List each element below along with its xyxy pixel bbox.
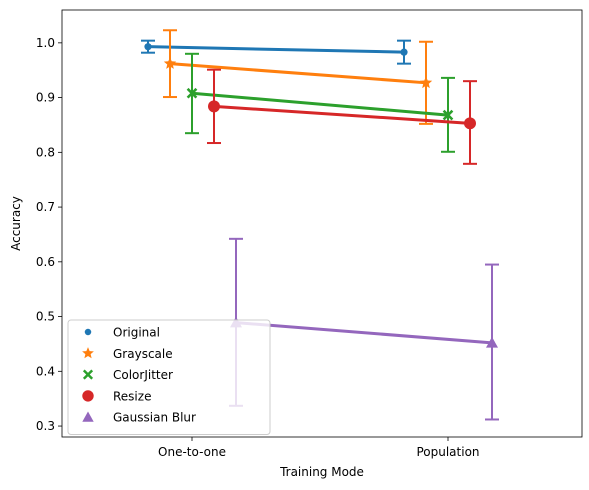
axes: 0.3 0.4 0.5 0.6 0.7 0.8 0.9 1.0 One-to-one Popula… [36,36,480,459]
legend-entry: Gaussian Blur [82,411,196,425]
legend-marker [82,369,94,380]
legend-marker [82,347,94,359]
legend-label: ColorJitter [113,368,173,382]
data-point [144,43,152,51]
plot-area [141,29,499,421]
series-line [147,45,405,54]
x-tick-label: One-to-one [158,445,226,459]
y-tick-label: 0.3 [36,419,55,433]
series-grayscale [163,29,433,125]
series-colorjitter [185,52,455,153]
legend-entry: Resize [82,389,151,403]
data-point [419,76,433,89]
legend-marker [82,411,94,422]
x-tick-label: Population [416,445,479,459]
y-tick-label: 0.8 [36,145,55,159]
series-resize [207,68,477,165]
series-line [213,104,471,125]
series-original [141,39,411,65]
legend-label: Grayscale [113,347,173,361]
legend-marker [84,328,92,336]
series-line [191,91,449,117]
series-line [235,321,493,345]
data-point [163,57,177,69]
legend-entry: ColorJitter [82,368,173,382]
y-tick-label: 0.6 [36,255,55,269]
series-line [169,62,427,85]
data-point [186,87,198,99]
y-tick-label: 0.4 [36,364,55,378]
legend-label: Resize [113,389,151,403]
y-tick-label: 0.5 [36,310,55,324]
x-axis-label: Training Mode [279,465,364,479]
y-tick-label: 0.7 [36,200,55,214]
data-point [486,336,498,348]
legend-box [67,319,271,435]
data-point [400,48,408,56]
y-tick-label: 0.9 [36,91,55,105]
legend-entry: Grayscale [82,347,173,361]
data-point [442,109,454,121]
legend-entry: Original [84,326,160,340]
data-point [464,117,476,130]
legend: Original Grayscale ColorJitter Resize Gaussi… [67,319,271,435]
legend-label: Gaussian Blur [113,411,196,425]
data-point [208,100,220,113]
y-axis-label: Accuracy [9,196,23,251]
plot-frame [61,9,583,438]
y-tick-label: 1.0 [36,36,55,50]
legend-marker [82,390,94,402]
legend-label: Original [113,326,160,340]
